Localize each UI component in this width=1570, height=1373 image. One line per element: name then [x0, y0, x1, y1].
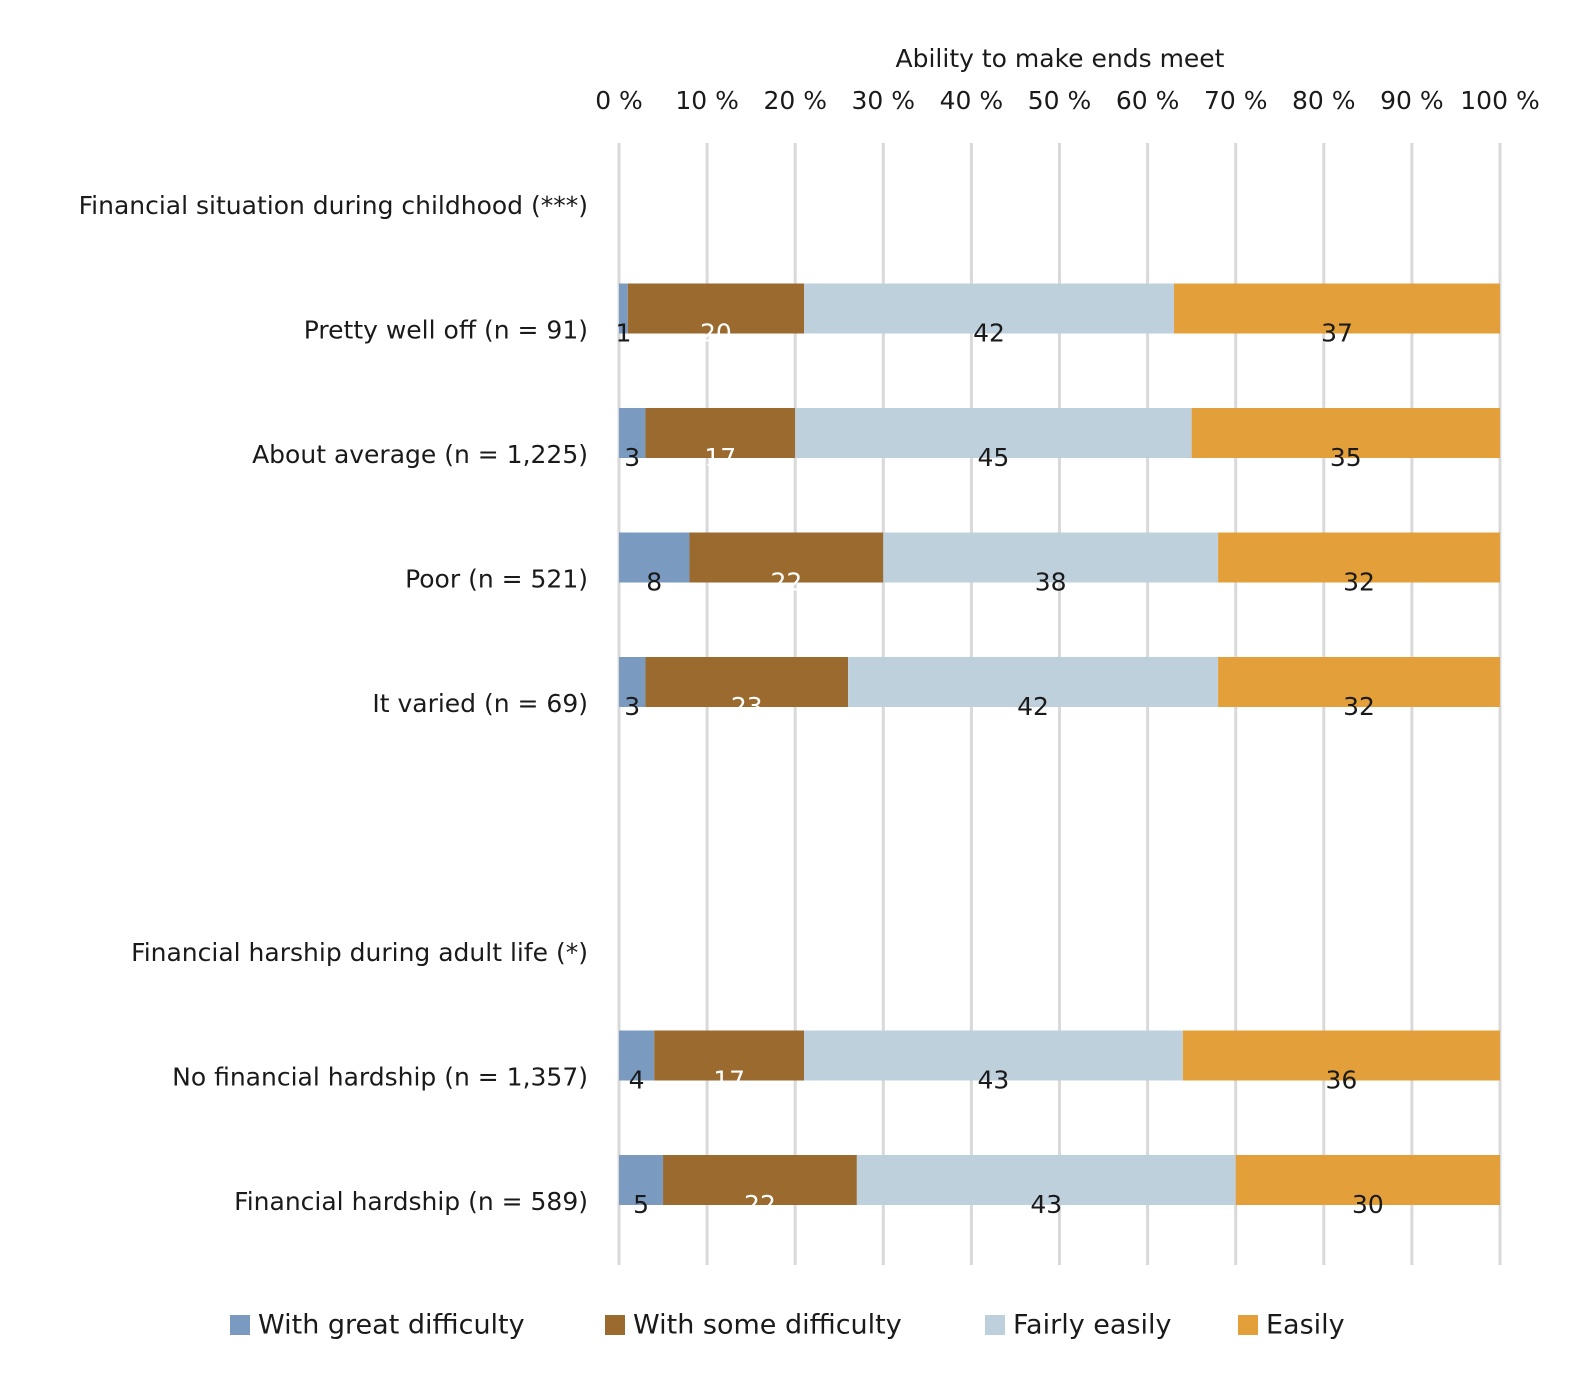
- bar-segment: [795, 408, 1192, 458]
- bar-segment: [619, 1030, 655, 1081]
- bar-segment: [645, 657, 849, 707]
- value-label: 8: [646, 568, 662, 597]
- bar-segment: [1174, 283, 1500, 334]
- value-label: 17: [713, 1066, 745, 1095]
- value-label: 30: [1352, 1190, 1384, 1219]
- value-label: 32: [1343, 692, 1375, 721]
- bar-segment: [619, 657, 646, 707]
- value-label: 4: [629, 1066, 645, 1095]
- value-label: 38: [1035, 568, 1067, 597]
- x-tick-label: 20 %: [763, 86, 827, 115]
- bar-segment: [1218, 532, 1500, 583]
- bar-segment: [856, 1155, 1236, 1205]
- value-label: 42: [973, 319, 1005, 348]
- bar-segment: [689, 532, 884, 583]
- x-tick-label: 80 %: [1292, 86, 1356, 115]
- category-label: Poor (n = 521): [405, 565, 588, 594]
- x-tick-label: 10 %: [675, 86, 739, 115]
- legend-label: Fairly easily: [1013, 1310, 1171, 1341]
- category-label: Financial situation during childhood (**…: [79, 191, 588, 220]
- value-label: 42: [1017, 692, 1049, 721]
- x-tick-label: 70 %: [1204, 86, 1268, 115]
- bar-segment: [619, 532, 690, 583]
- bar-segment: [645, 408, 796, 458]
- category-label: About average (n = 1,225): [252, 440, 588, 469]
- x-tick-label: 30 %: [852, 86, 916, 115]
- category-label: Pretty well off (n = 91): [304, 316, 588, 345]
- category-label: Financial hardship (n = 589): [234, 1187, 588, 1216]
- bar-segment: [1191, 408, 1500, 458]
- x-tick-label: 90 %: [1380, 86, 1444, 115]
- bar-segment: [1182, 1030, 1500, 1081]
- bar-segment: [619, 408, 646, 458]
- bar-segment: [663, 1155, 857, 1205]
- legend-swatch: [1238, 1315, 1258, 1335]
- value-label: 37: [1321, 319, 1353, 348]
- x-tick-label: 60 %: [1116, 86, 1180, 115]
- value-label: 32: [1343, 568, 1375, 597]
- bar-segment: [804, 283, 1175, 334]
- x-tick-label: 40 %: [940, 86, 1004, 115]
- value-label: 43: [978, 1066, 1010, 1095]
- value-label: 17: [704, 443, 736, 472]
- legend-swatch: [605, 1315, 625, 1335]
- x-tick-label: 0 %: [595, 86, 643, 115]
- legend-swatch: [985, 1315, 1005, 1335]
- category-label: Financial harship during adult life (*): [131, 938, 588, 967]
- legend-label: With some difficulty: [633, 1310, 902, 1341]
- value-label: 1: [615, 319, 631, 348]
- bar-segment: [627, 283, 805, 334]
- value-label: 22: [770, 568, 802, 597]
- legend-swatch: [230, 1315, 250, 1335]
- bar-segment: [1218, 657, 1500, 707]
- value-label: 43: [1030, 1190, 1062, 1219]
- bar-segment: [1235, 1155, 1500, 1205]
- category-label: No financial hardship (n = 1,357): [172, 1063, 588, 1092]
- bar-segment: [804, 1030, 1183, 1081]
- value-label: 3: [624, 692, 640, 721]
- value-label: 35: [1330, 443, 1362, 472]
- category-label: It varied (n = 69): [372, 689, 588, 718]
- bar-segment: [883, 532, 1219, 583]
- bar-segment: [654, 1030, 805, 1081]
- bar-segment: [619, 283, 628, 334]
- x-axis-title: Ability to make ends meet: [896, 44, 1225, 73]
- value-label: 22: [744, 1190, 776, 1219]
- x-tick-label: 100 %: [1460, 86, 1539, 115]
- bar-segment: [848, 657, 1219, 707]
- value-label: 36: [1326, 1066, 1358, 1095]
- legend-label: Easily: [1266, 1310, 1345, 1341]
- legend-label: With great difficulty: [258, 1310, 525, 1341]
- value-label: 20: [700, 319, 732, 348]
- value-label: 3: [624, 443, 640, 472]
- value-label: 23: [731, 692, 763, 721]
- bar-segment: [619, 1155, 664, 1205]
- value-label: 5: [633, 1190, 649, 1219]
- x-tick-label: 50 %: [1028, 86, 1092, 115]
- value-label: 45: [978, 443, 1010, 472]
